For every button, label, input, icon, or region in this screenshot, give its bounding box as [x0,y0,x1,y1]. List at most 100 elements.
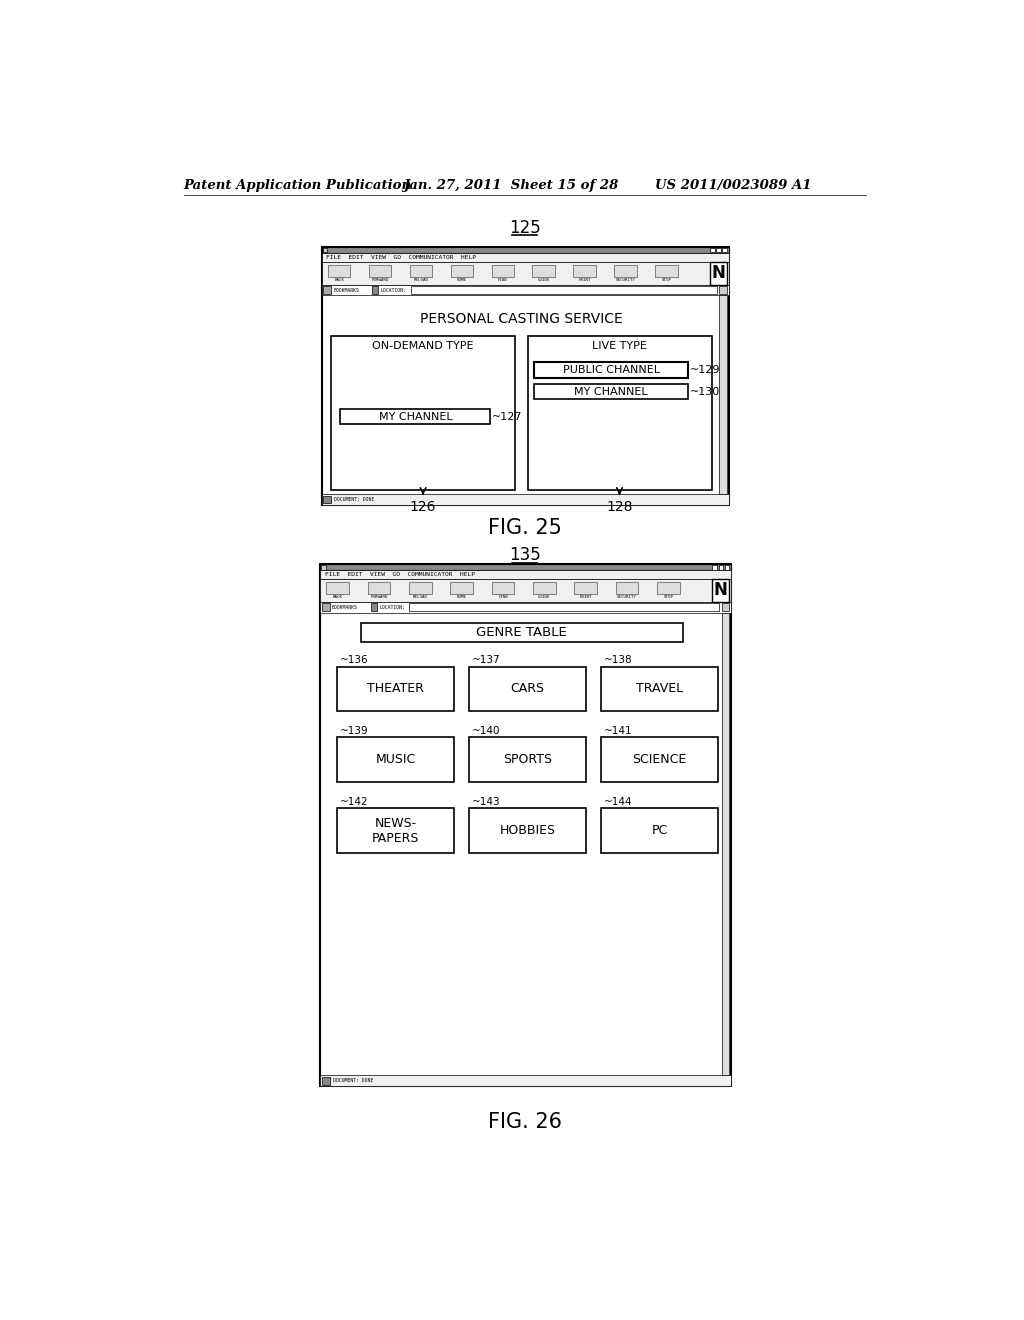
Text: FIG. 26: FIG. 26 [487,1113,562,1133]
Text: ~142: ~142 [340,797,369,807]
Text: FILE  EDIT  VIEW  GO  COMMUNICATOR  HELP: FILE EDIT VIEW GO COMMUNICATOR HELP [327,255,476,260]
Text: FORWARD: FORWARD [372,277,389,281]
Bar [710,248,715,252]
Text: BOOKMARKS: BOOKMARKS [334,288,359,293]
Bar [321,565,326,570]
Bar [722,612,729,1076]
Bar [321,564,731,1086]
Bar [492,264,514,277]
Bar [340,409,490,425]
Bar [369,264,391,277]
Text: MY CHANNEL: MY CHANNEL [574,387,648,397]
Text: ~143: ~143 [472,797,501,807]
Text: FORWARD: FORWARD [371,595,388,599]
Bar [719,286,727,294]
Bar [322,247,729,253]
Bar [368,582,390,594]
Text: FIND: FIND [498,277,508,281]
Text: 126: 126 [410,500,436,515]
Bar [657,582,680,594]
Bar [655,264,678,277]
Text: FIND: FIND [498,595,508,599]
Bar [716,248,721,252]
Text: SECURITY: SECURITY [617,595,637,599]
Text: BACK: BACK [333,595,343,599]
Bar [713,578,729,602]
Text: DOCUMENT: DONE: DOCUMENT: DONE [334,498,375,502]
Text: ~130: ~130 [690,387,720,397]
Bar [324,286,331,294]
Bar [614,264,637,277]
Text: THEATER: THEATER [367,682,424,696]
Text: ~127: ~127 [492,412,522,421]
Text: STOP: STOP [664,595,674,599]
Bar [492,582,514,594]
Bar [601,667,718,711]
Bar [322,494,729,506]
Bar [534,582,556,594]
Text: GENRE TABLE: GENRE TABLE [476,626,567,639]
Text: ~144: ~144 [604,797,633,807]
Bar [574,582,597,594]
Bar [534,363,688,378]
Text: ~136: ~136 [340,656,369,665]
Bar [532,264,555,277]
Bar [710,261,727,285]
Bar [534,384,688,400]
Text: Patent Application Publication: Patent Application Publication [183,178,412,191]
Bar [321,602,731,612]
Text: ~138: ~138 [604,656,633,665]
Bar [719,565,723,570]
Bar [451,582,473,594]
Text: DOCUMENT: DONE: DOCUMENT: DONE [333,1078,373,1084]
Text: GUIDE: GUIDE [539,595,551,599]
Text: SPORTS: SPORTS [503,754,552,767]
Text: RELOAD: RELOAD [413,595,428,599]
Bar [322,1077,330,1085]
Bar [469,667,586,711]
Text: BOOKMARKS: BOOKMARKS [332,605,357,610]
Bar [328,264,350,277]
Bar [324,496,331,503]
Bar [601,738,718,781]
Text: PRINT: PRINT [580,595,592,599]
Text: N: N [712,264,725,282]
Bar [451,264,473,277]
Text: N: N [714,581,728,599]
Bar [337,808,454,853]
Bar [410,264,432,277]
Bar [331,335,515,490]
Bar [337,667,454,711]
Text: BACK: BACK [334,277,344,281]
Text: STOP: STOP [662,277,672,281]
Text: HOME: HOME [457,277,467,281]
Text: PRINT: PRINT [579,277,591,281]
Bar [527,335,712,490]
Text: Jan. 27, 2011  Sheet 15 of 28: Jan. 27, 2011 Sheet 15 of 28 [403,178,618,191]
Bar [411,286,717,294]
Text: FILE  EDIT  VIEW  GO  COMMUNICATOR  HELP: FILE EDIT VIEW GO COMMUNICATOR HELP [325,572,475,577]
Text: HOBBIES: HOBBIES [500,824,555,837]
Bar [409,582,432,594]
Bar [601,808,718,853]
Bar [469,808,586,853]
Bar [321,564,731,570]
Bar [321,570,731,579]
Bar [327,582,349,594]
Bar [722,603,729,611]
Text: HOME: HOME [457,595,467,599]
Bar [323,248,328,252]
Text: ~141: ~141 [604,726,633,737]
Text: MUSIC: MUSIC [376,754,416,767]
Bar [722,248,727,252]
Text: PERSONAL CASTING SERVICE: PERSONAL CASTING SERVICE [420,312,623,326]
Text: LOCATION:: LOCATION: [379,605,404,610]
Bar [573,264,596,277]
Bar [372,286,378,294]
Text: 135: 135 [509,546,541,564]
Bar [321,578,731,602]
Text: SECURITY: SECURITY [615,277,636,281]
Text: FIG. 25: FIG. 25 [487,517,562,539]
Text: US 2011/0023089 A1: US 2011/0023089 A1 [655,178,811,191]
Text: PC: PC [651,824,668,837]
